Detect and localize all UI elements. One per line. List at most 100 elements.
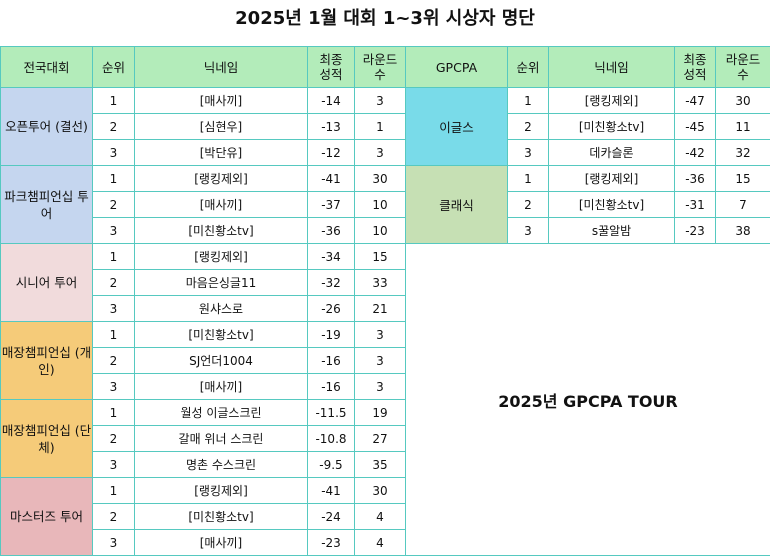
rank-cell: 2 — [92, 113, 135, 140]
nickname-cell: [매사끼] — [134, 87, 308, 114]
rounds-cell: 1 — [354, 113, 406, 140]
table-row: 3 [매사끼] -16 3 — [1, 373, 770, 400]
nickname-cell: 월성 이글스크린 — [134, 399, 308, 426]
tour-name: 파크챔피언십 투어 — [0, 165, 93, 244]
nickname-cell: 원샤스로 — [134, 295, 308, 322]
rank-cell: 2 — [92, 269, 135, 296]
nickname-cell: [심현우] — [134, 113, 308, 140]
score-cell: -9.5 — [307, 451, 355, 478]
gpcpa-rank-cell: 1 — [507, 87, 549, 114]
gpcpa-rank-cell: 1 — [507, 165, 549, 192]
nickname-cell: [미친황소tv] — [134, 321, 308, 348]
gpcpa-score-cell: -36 — [674, 165, 716, 192]
rank-cell: 3 — [92, 217, 135, 244]
score-cell: -26 — [307, 295, 355, 322]
header-score: 최종 성적 — [307, 46, 355, 88]
nickname-cell: 명촌 수스크린 — [134, 451, 308, 478]
score-cell: -32 — [307, 269, 355, 296]
gpcpa-rounds-cell: 38 — [715, 217, 770, 244]
score-cell: -41 — [307, 477, 355, 504]
nickname-cell: [랭킹제외] — [134, 165, 308, 192]
gpcpa-nickname-cell: [미친황소tv] — [548, 191, 675, 218]
score-cell: -23 — [307, 529, 355, 556]
rank-cell: 3 — [92, 529, 135, 556]
gpcpa-rank-cell: 2 — [507, 191, 549, 218]
nickname-cell: 갈매 위너 스크린 — [134, 425, 308, 452]
nickname-cell: 마음은싱글11 — [134, 269, 308, 296]
rounds-cell: 10 — [354, 191, 406, 218]
score-cell: -16 — [307, 347, 355, 374]
rounds-cell: 15 — [354, 243, 406, 270]
nickname-cell: [매사끼] — [134, 191, 308, 218]
rank-cell: 2 — [92, 191, 135, 218]
nickname-cell: [박단유] — [134, 139, 308, 166]
gpcpa-nickname-cell: [랭킹제외] — [548, 165, 675, 192]
rank-cell: 2 — [92, 503, 135, 530]
rank-cell: 1 — [92, 165, 135, 192]
tour-name: 매장챔피언십 (개인) — [0, 321, 93, 400]
rank-cell: 3 — [92, 139, 135, 166]
nickname-cell: [매사끼] — [134, 373, 308, 400]
gpcpa-score-cell: -23 — [674, 217, 716, 244]
tour-name: 오픈투어 (결선) — [0, 87, 93, 166]
tour-name: 시니어 투어 — [0, 243, 93, 322]
score-cell: -12 — [307, 139, 355, 166]
rank-cell: 1 — [92, 477, 135, 504]
rounds-cell: 4 — [354, 503, 406, 530]
header-gpcpa: GPCPA — [405, 46, 508, 88]
gpcpa-score-cell: -47 — [674, 87, 716, 114]
gpcpa-score-cell: -45 — [674, 113, 716, 140]
header-event: 전국대회 — [0, 46, 93, 88]
score-cell: -24 — [307, 503, 355, 530]
header-row: 전국대회 순위 닉네임 최종 성적 라운드 수 GPCPA 순위 닉네임 최종 … — [0, 46, 770, 88]
table-row: 매장챔피언십 (개인) 1 [미친황소tv] -19 3 — [0, 321, 770, 400]
rounds-cell: 21 — [354, 295, 406, 322]
gpcpa-rank-cell: 2 — [507, 113, 549, 140]
table-row: 2 [매사끼] -37 10 2 [미친황소tv] -31 7 — [1, 191, 770, 218]
table-row: 3 [미친황소tv] -36 10 3 s꿀알밤 -23 38 — [1, 217, 770, 244]
header-rank: 순위 — [92, 46, 135, 88]
score-cell: -13 — [307, 113, 355, 140]
score-cell: -36 — [307, 217, 355, 244]
rank-cell: 2 — [92, 347, 135, 374]
rounds-cell: 10 — [354, 217, 406, 244]
rank-cell: 3 — [92, 373, 135, 400]
rank-cell: 2 — [92, 425, 135, 452]
rounds-cell: 4 — [354, 529, 406, 556]
rounds-cell: 27 — [354, 425, 406, 452]
rounds-cell: 33 — [354, 269, 406, 296]
rank-cell: 1 — [92, 243, 135, 270]
nickname-cell: [랭킹제외] — [134, 243, 308, 270]
rank-cell: 3 — [92, 451, 135, 478]
nickname-cell: [매사끼] — [134, 529, 308, 556]
table-row: 2 [심현우] -13 1 2 [미친황소tv] -45 11 — [1, 113, 770, 140]
gpcpa-score-cell: -31 — [674, 191, 716, 218]
table-row: 시니어 투어 1 [랭킹제외] -34 15 2025년 GPCPA TOUR — [0, 243, 770, 556]
gpcpa-category: 클래식 — [405, 165, 508, 244]
table-row: 매장챔피언십 (단체) 1 월성 이글스크린 -11.5 19 — [0, 399, 770, 478]
gpcpa-nickname-cell: s꿀알밤 — [548, 217, 675, 244]
gpcpa-rounds-cell: 15 — [715, 165, 770, 192]
rounds-cell: 3 — [354, 321, 406, 348]
header-nickname: 닉네임 — [134, 46, 308, 88]
table-row: 오픈투어 (결선) 1 [매사끼] -14 3 이글스 1 [랭킹제외] -47 30 — [0, 87, 770, 166]
gpcpa-rounds-cell: 7 — [715, 191, 770, 218]
gpcpa-rounds-cell: 11 — [715, 113, 770, 140]
nickname-cell: [랭킹제외] — [134, 477, 308, 504]
nickname-cell: [미친황소tv] — [134, 217, 308, 244]
rounds-cell: 30 — [354, 165, 406, 192]
score-cell: -41 — [307, 165, 355, 192]
gpcpa-nickname-cell: [랭킹제외] — [548, 87, 675, 114]
header-score-2: 최종 성적 — [674, 46, 716, 88]
table-row: 3 [매사끼] -23 4 — [1, 529, 770, 556]
score-cell: -11.5 — [307, 399, 355, 426]
rounds-cell: 35 — [354, 451, 406, 478]
rounds-cell: 30 — [354, 477, 406, 504]
table-row: 3 [박단유] -12 3 3 데카슬론 -42 32 — [1, 139, 770, 166]
header-rounds-2: 라운드 수 — [715, 46, 770, 88]
gpcpa-score-cell: -42 — [674, 139, 716, 166]
tour-name: 매장챔피언십 (단체) — [0, 399, 93, 478]
score-cell: -37 — [307, 191, 355, 218]
gpcpa-rank-cell: 3 — [507, 217, 549, 244]
rank-cell: 3 — [92, 295, 135, 322]
